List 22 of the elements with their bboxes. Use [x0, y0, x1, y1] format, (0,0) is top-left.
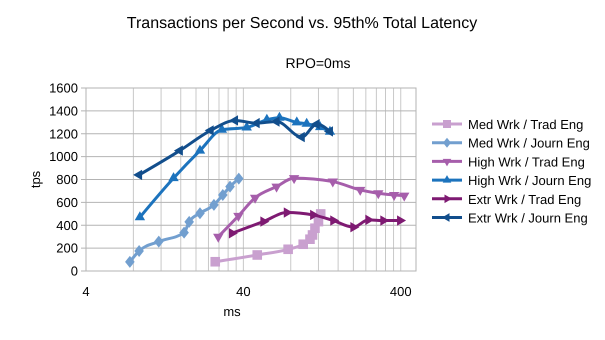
- y-tick-label: 600: [56, 194, 78, 210]
- y-tick-label: 1200: [49, 126, 78, 142]
- chart-subtitle: RPO=0ms: [286, 55, 350, 71]
- x-tick-label: 400: [390, 284, 412, 299]
- legend-label: Med Wrk / Trad Eng: [468, 117, 584, 132]
- y-tick-label: 1000: [49, 149, 78, 164]
- y-tick-label: 200: [56, 240, 78, 256]
- y-tick-label: 800: [56, 172, 78, 187]
- x-axis-title: ms: [223, 304, 242, 319]
- y-tick-label: 1600: [49, 80, 78, 96]
- legend-label: Med Wrk / Journ Eng: [468, 136, 590, 151]
- legend-label: High Wrk / Trad Eng: [468, 154, 585, 170]
- x-tick-label: 40: [236, 284, 251, 299]
- x-tick-label: 4: [82, 284, 90, 299]
- legend-label: High Wrk / Journ Eng: [468, 173, 592, 188]
- y-tick-label: 1400: [49, 103, 78, 118]
- legend-label: Extr Wrk / Trad Eng: [468, 192, 582, 207]
- legend-label: Extr Wrk / Journ Eng: [468, 210, 588, 226]
- y-axis-title: tps: [28, 170, 43, 188]
- y-tick-label: 0: [70, 264, 78, 278]
- chart-title: Transactions per Second vs. 95th% Total Latency: [126, 15, 478, 32]
- y-tick-label: 400: [56, 218, 78, 233]
